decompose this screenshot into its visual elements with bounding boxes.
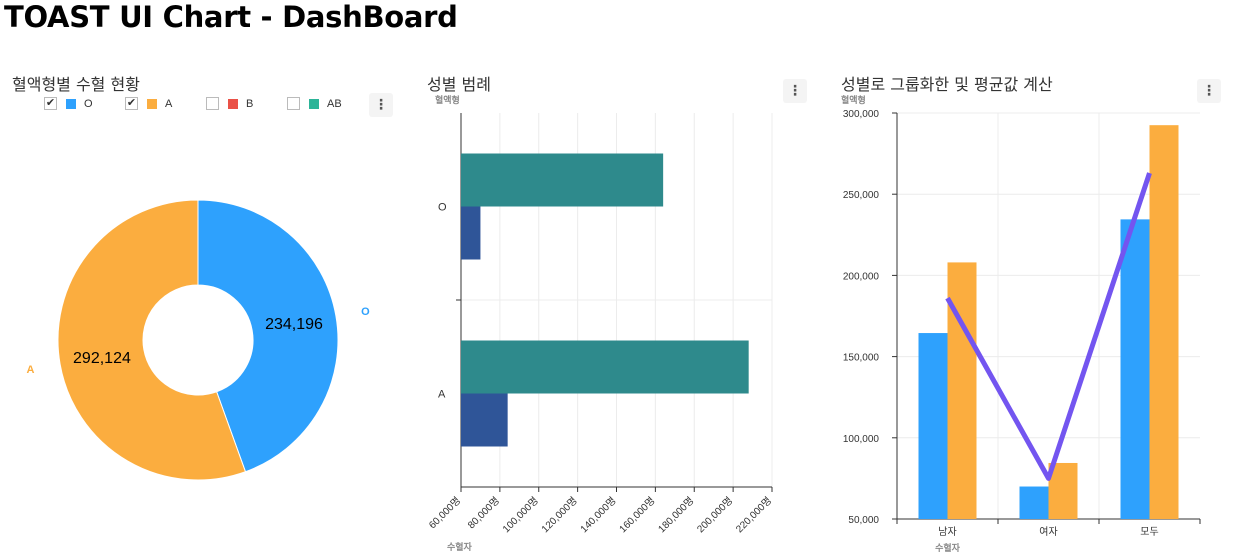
x-tick-label: 남자: [938, 526, 956, 538]
y-tick-label: 250,000: [843, 190, 880, 201]
column-line-chart: 혈액형 50,000 100,000 150,000 200,000 250,000 300…: [841, 94, 1201, 553]
legend-label-b: B: [246, 97, 254, 110]
pie-outer-label-a: A: [27, 364, 35, 376]
page-title: TOAST UI Chart - DashBoard: [4, 0, 458, 34]
x-tick-label: 모두: [1140, 527, 1158, 538]
x-axis-title: 수혈자: [447, 541, 473, 552]
combo-chart-title: 성별로 그룹화한 및 평균값 계산: [841, 75, 1053, 94]
y-tick-label: 150,000: [843, 353, 880, 364]
x-tick-label: 160,000명: [617, 495, 658, 536]
pie-chart-menu-button[interactable]: ⋮: [369, 93, 393, 117]
y-tick-label: 300,000: [843, 109, 880, 120]
more-vertical-icon: ⋮: [788, 83, 802, 99]
bar-o-series-0[interactable]: [461, 153, 664, 207]
y-tick-label: 200,000: [843, 271, 880, 282]
legend-swatch-ab: [309, 98, 319, 109]
horizontal-bar-chart: 혈액형 60,000명 80,000명 100,000명 120,000명 140,000…: [426, 94, 775, 552]
average-line[interactable]: [945, 172, 1152, 481]
column-1-series-1[interactable]: [1048, 462, 1078, 519]
x-tick-label: 80,000명: [465, 495, 502, 532]
x-axis-title: 수혈자: [935, 542, 961, 553]
legend-checkbox-o[interactable]: ✔: [44, 97, 57, 110]
legend-swatch-a: [147, 98, 157, 109]
legend-checkbox-b[interactable]: [206, 97, 219, 110]
x-tick-label: 200,000명: [695, 495, 736, 536]
x-tick-label: 60,000명: [426, 495, 463, 532]
legend-label-a: A: [165, 97, 173, 110]
column-2-series-1[interactable]: [1149, 125, 1179, 520]
y-axis-title: 혈액형: [841, 94, 866, 105]
pie-value-label-a: 292,124: [73, 350, 131, 367]
pie-chart-title: 혈액형별 수혈 현황: [12, 75, 140, 94]
pie-value-label-o: 234,196: [265, 316, 323, 333]
x-tick-label: 100,000명: [500, 495, 541, 536]
combo-chart-menu-button[interactable]: ⋮: [1197, 79, 1221, 103]
legend-label-o: O: [84, 97, 93, 110]
bar-chart-title: 성별 범례: [427, 75, 491, 94]
bar-o-series-1[interactable]: [461, 206, 481, 260]
legend-item-ab[interactable]: AB: [287, 97, 368, 110]
pie-outer-label-o: O: [361, 306, 370, 318]
legend-swatch-b: [228, 98, 238, 109]
pie-slice-a[interactable]: [57, 199, 247, 481]
legend-checkbox-ab[interactable]: [287, 97, 300, 110]
pie-slice-o[interactable]: [197, 199, 339, 473]
y-tick-label: 100,000: [843, 434, 880, 445]
x-tick-label: 180,000명: [656, 495, 697, 536]
x-tick-label: 여자: [1039, 526, 1057, 538]
pie-legend: ✔ O ✔ A B AB: [44, 97, 368, 110]
bar-a-series-0[interactable]: [461, 340, 749, 394]
y-axis-title: 혈액형: [435, 94, 460, 105]
legend-item-o[interactable]: ✔ O: [44, 97, 125, 110]
legend-item-a[interactable]: ✔ A: [125, 97, 206, 110]
bar-a-series-1[interactable]: [461, 393, 508, 447]
column-0-series-0[interactable]: [918, 333, 948, 519]
column-2-series-0[interactable]: [1120, 219, 1150, 519]
bar-chart-menu-button[interactable]: ⋮: [783, 79, 807, 103]
y-tick-label: O: [438, 202, 447, 214]
pie-chart: 234,196 O 292,124 A: [27, 199, 370, 481]
x-tick-label: 140,000명: [578, 495, 619, 536]
y-tick-label: A: [438, 389, 446, 401]
legend-swatch-o: [66, 98, 76, 109]
x-tick-label: 220,000명: [734, 495, 775, 536]
more-vertical-icon: ⋮: [374, 97, 388, 113]
more-vertical-icon: ⋮: [1202, 83, 1216, 99]
column-1-series-0[interactable]: [1019, 486, 1049, 519]
legend-checkbox-a[interactable]: ✔: [125, 97, 138, 110]
legend-label-ab: AB: [327, 97, 342, 110]
x-tick-label: 120,000명: [539, 495, 580, 536]
y-tick-label: 50,000: [848, 515, 879, 526]
legend-item-b[interactable]: B: [206, 97, 287, 110]
